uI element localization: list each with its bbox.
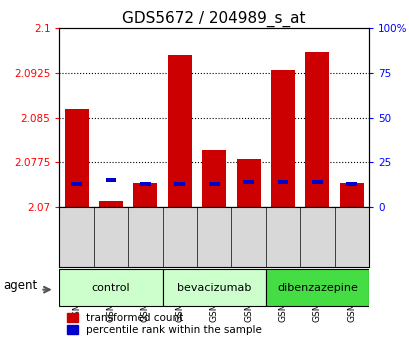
Bar — [133, 183, 157, 207]
Bar — [65, 109, 88, 207]
Bar — [140, 182, 151, 186]
FancyBboxPatch shape — [265, 269, 368, 306]
Bar — [311, 180, 322, 184]
Text: dibenzazepine: dibenzazepine — [276, 282, 357, 293]
Title: GDS5672 / 204989_s_at: GDS5672 / 204989_s_at — [122, 11, 305, 27]
Bar — [167, 55, 191, 207]
Bar — [270, 70, 294, 207]
Text: control: control — [92, 282, 130, 293]
Legend: transformed count, percentile rank within the sample: transformed count, percentile rank withi… — [67, 313, 261, 335]
Bar — [208, 182, 219, 186]
Text: bevacizumab: bevacizumab — [177, 282, 251, 293]
Bar — [346, 182, 356, 186]
Bar — [236, 159, 260, 207]
FancyBboxPatch shape — [162, 269, 265, 306]
FancyBboxPatch shape — [59, 269, 162, 306]
Bar — [202, 150, 226, 207]
Bar — [99, 201, 123, 207]
Bar — [71, 182, 82, 186]
Bar — [305, 52, 329, 207]
Bar — [243, 180, 254, 184]
Bar — [339, 183, 363, 207]
Bar — [174, 182, 185, 186]
Bar — [106, 178, 116, 182]
Bar — [277, 180, 288, 184]
Text: agent: agent — [3, 279, 37, 292]
